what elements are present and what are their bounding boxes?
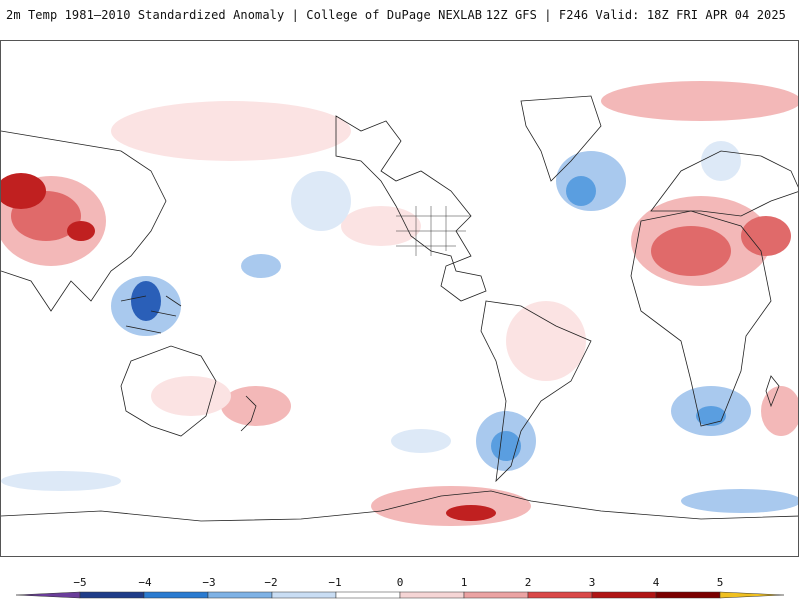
cold-anomaly-sindian-core <box>696 406 726 426</box>
coast-greenland <box>520 95 602 182</box>
model-run-label: 12Z GFS | F246 Valid: 18Z FRI APR 04 202… <box>485 8 786 22</box>
us-state-line <box>396 206 471 256</box>
colorbar-swatch <box>655 591 721 599</box>
colorbar-tick: −1 <box>328 576 342 589</box>
warm-anomaly-antarctic <box>371 486 531 526</box>
colorbar-swatch <box>207 591 273 599</box>
colorbar-tick: 3 <box>588 576 596 589</box>
colorbar-swatch <box>335 591 401 599</box>
colorbar-tick: −2 <box>264 576 278 589</box>
cold-anomaly-so-east <box>681 489 798 513</box>
colorbar <box>15 591 785 599</box>
colorbar-swatch <box>79 591 145 599</box>
colorbar-tick: −4 <box>138 576 152 589</box>
colorbar-tick: −5 <box>73 576 87 589</box>
colorbar-tick: 0 <box>396 576 404 589</box>
cold-anomaly-europe <box>701 141 741 181</box>
colorbar-swatch <box>463 591 529 599</box>
warm-anomaly-mideast <box>741 216 791 256</box>
coast-new-zealand <box>240 395 257 432</box>
colorbar-swatch <box>271 591 337 599</box>
cold-anomaly-so-west <box>1 471 121 491</box>
cold-anomaly-natl-core <box>566 176 596 206</box>
map-canvas <box>1 81 798 526</box>
warm-anomaly-sahara <box>651 226 731 276</box>
colorbar-tick: −3 <box>202 576 216 589</box>
world-anomaly-map <box>0 40 799 557</box>
warm-anomaly-antarctic-core <box>446 505 496 521</box>
coast-maritime-islands <box>120 295 182 334</box>
coast-south-america <box>480 300 592 483</box>
coast-asia <box>1 130 167 312</box>
warm-anomaly-na <box>341 206 421 246</box>
map-title: 2m Temp 1981–2010 Standardized Anomaly |… <box>6 8 483 22</box>
us-state-lines <box>396 206 471 256</box>
coast-antarctica <box>1 490 798 522</box>
cold-anomaly-spac <box>391 429 451 453</box>
warm-anomaly-npac <box>111 101 351 161</box>
colorbar-tick: 1 <box>460 576 468 589</box>
warm-anomaly-spac <box>151 376 231 416</box>
colorbar-swatch <box>15 591 81 599</box>
coastlines <box>1 95 798 522</box>
cold-anomaly-wpac <box>241 254 281 278</box>
anomaly-shading <box>1 81 798 526</box>
colorbar-tick: 2 <box>524 576 532 589</box>
warm-anomaly-sindian <box>761 386 798 436</box>
colorbar-swatch <box>719 591 785 599</box>
warm-anomaly-tibet <box>67 221 95 241</box>
coast-australia <box>120 345 217 437</box>
warm-anomaly-nw-asia <box>1 173 46 209</box>
coast-north-america <box>335 115 487 302</box>
colorbar-tick: 4 <box>652 576 660 589</box>
colorbar-swatch <box>591 591 657 599</box>
colorbar-swatch <box>143 591 209 599</box>
cold-anomaly-maritime-core <box>131 281 161 321</box>
colorbar-tick: 5 <box>716 576 724 589</box>
cold-anomaly-patagonia-core <box>491 431 521 461</box>
coast-europe <box>650 150 798 217</box>
colorbar-swatch <box>399 591 465 599</box>
warm-anomaly-arctic-eu <box>601 81 798 121</box>
cold-anomaly-npac <box>291 171 351 231</box>
coast-madagascar <box>765 375 780 408</box>
colorbar-swatch <box>527 591 593 599</box>
warm-anomaly-sa <box>506 301 586 381</box>
map-header: 2m Temp 1981–2010 Standardized Anomaly |… <box>0 0 800 30</box>
coast-africa <box>630 210 772 427</box>
